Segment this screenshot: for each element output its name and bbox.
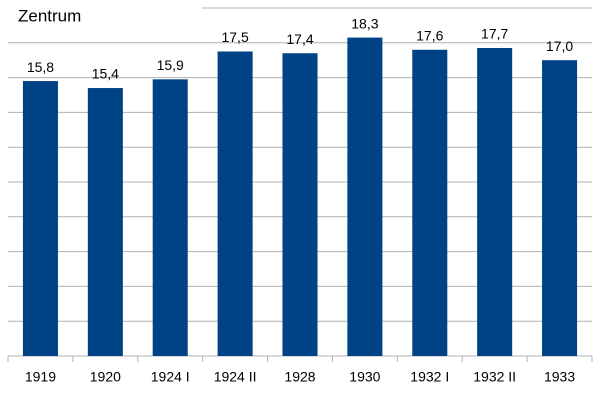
value-label: 17,7 (481, 26, 508, 42)
bars: 1919 15,8 1920 15,4 1924 I 15,9 1924 II 17,5 192… (22, 15, 578, 385)
x-tick-label: 1930 (349, 369, 380, 385)
value-label: 17,5 (221, 29, 248, 45)
value-label: 17,4 (286, 31, 313, 47)
bar (152, 79, 188, 356)
x-tick-label: 1920 (90, 369, 121, 385)
bar (477, 48, 513, 357)
value-label: 18,3 (351, 15, 378, 31)
bar (542, 60, 578, 356)
x-tick-label: 1928 (284, 369, 315, 385)
bar (347, 37, 383, 357)
x-tick-label: 1919 (25, 369, 56, 385)
value-label: 15,8 (27, 59, 54, 75)
x-tick-label: 1924 II (214, 369, 257, 385)
bar (217, 51, 253, 356)
x-tick-label: 1933 (544, 369, 575, 385)
x-tick-label: 1924 I (151, 369, 190, 385)
value-label: 15,9 (157, 57, 184, 73)
bar (412, 49, 448, 356)
value-label: 17,6 (416, 27, 443, 43)
bar (87, 88, 123, 356)
bar (282, 53, 318, 357)
x-tick-label: 1932 I (410, 369, 449, 385)
title-box (6, 4, 202, 30)
chart-title: Zentrum (18, 6, 81, 25)
value-label: 15,4 (92, 66, 119, 82)
value-label: 17,0 (546, 38, 573, 54)
x-tick-label: 1932 II (473, 369, 516, 385)
bar (22, 81, 58, 356)
